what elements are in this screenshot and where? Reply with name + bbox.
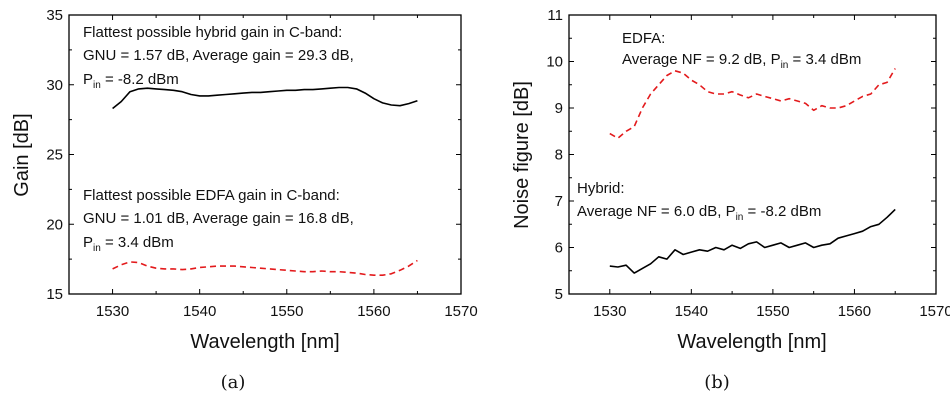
p-symbol: P (83, 234, 93, 251)
axis-ticks: 1530 1540 1550 1560 1570 5 6 7 8 9 10 11 (546, 7, 950, 320)
p-value: = 3.4 dBm (788, 51, 861, 68)
x-tick-label: 1550 (270, 303, 303, 320)
x-tick-label: 1530 (96, 303, 129, 320)
edfa-series-line (112, 259, 418, 277)
x-tick-label: 1570 (919, 303, 950, 320)
p-subscript: in (781, 60, 789, 71)
p-value: = 3.4 dBm (101, 234, 174, 251)
gain-chart: 1530 1540 1550 1560 1570 15 20 25 30 35 Flattest … (11, 7, 478, 393)
annotation-line: Pin = -8.2 dBm (83, 71, 179, 91)
y-axis-title: Gain [dB] (11, 113, 33, 196)
y-tick-label: 6 (555, 240, 563, 257)
annotation-line: Average NF = 6.0 dB, Pin = -8.2 dBm (577, 203, 821, 223)
y-tick-label: 11 (547, 7, 563, 24)
y-tick-label: 15 (46, 286, 63, 303)
panel-caption: (b) (704, 372, 730, 393)
p-symbol: P (83, 71, 93, 88)
annotation-line: GNU = 1.57 dB, Average gain = 29.3 dB, (83, 47, 354, 64)
series-lines (609, 68, 896, 274)
y-tick-label: 5 (555, 286, 563, 303)
hybrid-series-line (609, 208, 896, 274)
y-tick-label: 25 (46, 147, 63, 164)
p-value: = -8.2 dBm (743, 203, 821, 220)
nf-text: Average NF = 9.2 dB, (622, 51, 771, 68)
x-axis-title: Wavelength [nm] (190, 331, 339, 353)
y-tick-label: 10 (546, 54, 563, 71)
annotation-line: Hybrid: (577, 180, 625, 197)
annotation-line: EDFA: (622, 30, 665, 47)
annotation-line: Flattest possible hybrid gain in C-band: (83, 24, 342, 41)
y-tick-label: 8 (555, 147, 563, 164)
y-axis-title: Noise figure [dB] (511, 81, 533, 229)
y-tick-label: 7 (555, 193, 563, 210)
nf-text: Average NF = 6.0 dB, (577, 203, 726, 220)
series-lines (112, 86, 418, 277)
annotation-line: Average NF = 9.2 dB, Pin = 3.4 dBm (622, 51, 861, 71)
edfa-series-line (609, 68, 896, 139)
y-tick-label: 30 (46, 77, 63, 94)
x-tick-label: 1560 (357, 303, 390, 320)
p-subscript: in (736, 212, 744, 223)
p-symbol: P (771, 51, 781, 68)
annotation-line: GNU = 1.01 dB, Average gain = 16.8 dB, (83, 210, 354, 227)
y-tick-label: 35 (46, 7, 63, 24)
x-tick-label: 1560 (838, 303, 871, 320)
p-subscript: in (93, 243, 101, 254)
annotation-line: Flattest possible EDFA gain in C-band: (83, 187, 340, 204)
p-value: = -8.2 dBm (101, 71, 179, 88)
x-tick-label: 1570 (444, 303, 477, 320)
y-tick-label: 20 (46, 216, 63, 233)
p-symbol: P (726, 203, 736, 220)
y-tick-label: 9 (555, 100, 563, 117)
noise-figure-chart: 1530 1540 1550 1560 1570 5 6 7 8 9 10 11 EDFA: Aver… (511, 7, 950, 393)
x-axis-title: Wavelength [nm] (677, 331, 826, 353)
annotation-line: Pin = 3.4 dBm (83, 234, 174, 254)
axis-ticks: 1530 1540 1550 1560 1570 15 20 25 30 35 (46, 7, 477, 320)
x-tick-label: 1540 (183, 303, 216, 320)
x-tick-label: 1540 (675, 303, 708, 320)
panel-caption: (a) (221, 372, 246, 393)
hybrid-series-line (112, 86, 418, 110)
x-tick-label: 1550 (756, 303, 789, 320)
p-subscript: in (93, 80, 101, 91)
x-tick-label: 1530 (593, 303, 626, 320)
